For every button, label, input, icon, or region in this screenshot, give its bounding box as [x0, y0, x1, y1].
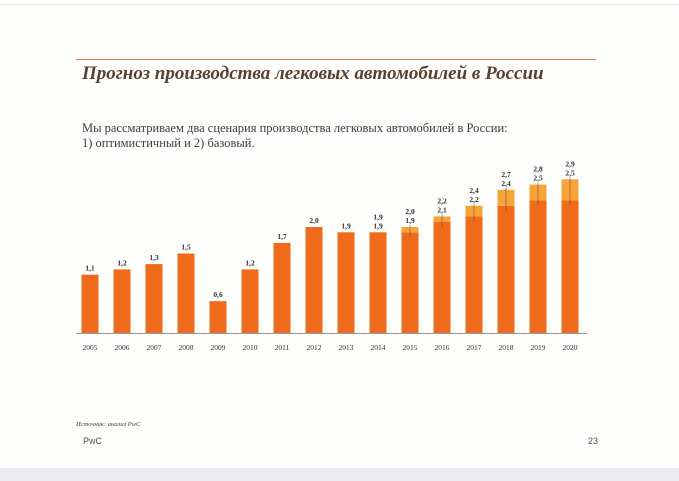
bar-base-2018	[497, 205, 515, 333]
bar-base-2007	[145, 264, 163, 333]
page-number: 23	[588, 436, 599, 446]
label-total-2020: 2,9	[565, 159, 575, 168]
bar-base-2013	[337, 232, 355, 333]
brand-label: PwC	[83, 436, 103, 446]
label-total-2005: 1,1	[85, 264, 95, 273]
top-border	[0, 4, 679, 5]
label-base-2020: 2,5	[565, 168, 575, 177]
label-base-2014: 1,9	[373, 221, 383, 230]
x-tick-2018: 2018	[499, 343, 514, 352]
label-base-2015: 1,9	[405, 216, 415, 225]
label-total-2014: 1,9	[373, 212, 383, 221]
bar-base-2009	[209, 301, 227, 333]
label-total-2009: 0,6	[213, 290, 223, 299]
label-total-2011: 1,7	[277, 232, 287, 241]
subtitle-line-2: 1) оптимистичный и 2) базовый.	[82, 136, 255, 150]
x-tick-2006: 2006	[115, 343, 130, 352]
x-tick-2020: 2020	[563, 343, 578, 352]
source-note: Источник: анализ PwC	[76, 421, 141, 428]
x-tick-2014: 2014	[371, 343, 386, 352]
bar-base-2014	[369, 232, 387, 333]
label-base-2019: 2,5	[533, 174, 543, 183]
label-total-2019: 2,8	[533, 165, 543, 174]
x-tick-2007: 2007	[147, 343, 162, 352]
bottom-band	[0, 468, 679, 481]
x-tick-2017: 2017	[467, 343, 482, 352]
x-tick-2015: 2015	[403, 343, 418, 352]
label-total-2008: 1,5	[181, 243, 191, 252]
label-total-2010: 1,2	[245, 258, 255, 267]
x-tick-2013: 2013	[339, 343, 354, 352]
title-rule	[76, 59, 596, 60]
x-tick-2008: 2008	[179, 343, 194, 352]
bar-base-2016	[433, 221, 451, 333]
page-title: Прогноз производства легковых автомобиле…	[82, 63, 544, 84]
label-total-2012: 2,0	[309, 216, 319, 225]
bar-base-2011	[273, 242, 291, 333]
subtitle: Мы рассматриваем два сценария производст…	[82, 121, 552, 151]
bar-base-2006	[113, 269, 131, 333]
x-tick-2005: 2005	[83, 343, 98, 352]
bar-base-2008	[177, 253, 195, 333]
bar-base-2019	[529, 200, 547, 333]
x-tick-2011: 2011	[275, 343, 290, 352]
label-total-2006: 1,2	[117, 258, 127, 267]
bar-base-2015	[401, 232, 419, 333]
x-tick-2019: 2019	[531, 343, 546, 352]
label-total-2016: 2,2	[437, 196, 447, 205]
label-base-2017: 2,2	[469, 195, 479, 204]
label-total-2018: 2,7	[501, 170, 511, 179]
x-tick-2009: 2009	[211, 343, 226, 352]
label-base-2018: 2,4	[501, 179, 511, 188]
subtitle-line-1: Мы рассматриваем два сценария производст…	[82, 121, 508, 135]
label-total-2013: 1,9	[341, 221, 351, 230]
bar-base-2010	[241, 269, 259, 333]
x-tick-2016: 2016	[435, 343, 450, 352]
label-total-2007: 1,3	[149, 253, 159, 262]
x-tick-2012: 2012	[307, 343, 322, 352]
label-total-2017: 2,4	[469, 186, 479, 195]
label-total-2015: 2,0	[405, 207, 415, 216]
x-tick-2010: 2010	[243, 343, 258, 352]
label-base-2016: 2,1	[437, 205, 447, 214]
bar-base-2012	[305, 227, 323, 333]
bar-base-2020	[561, 200, 579, 333]
bar-base-2017	[465, 216, 483, 333]
bar-base-2005	[81, 274, 99, 333]
